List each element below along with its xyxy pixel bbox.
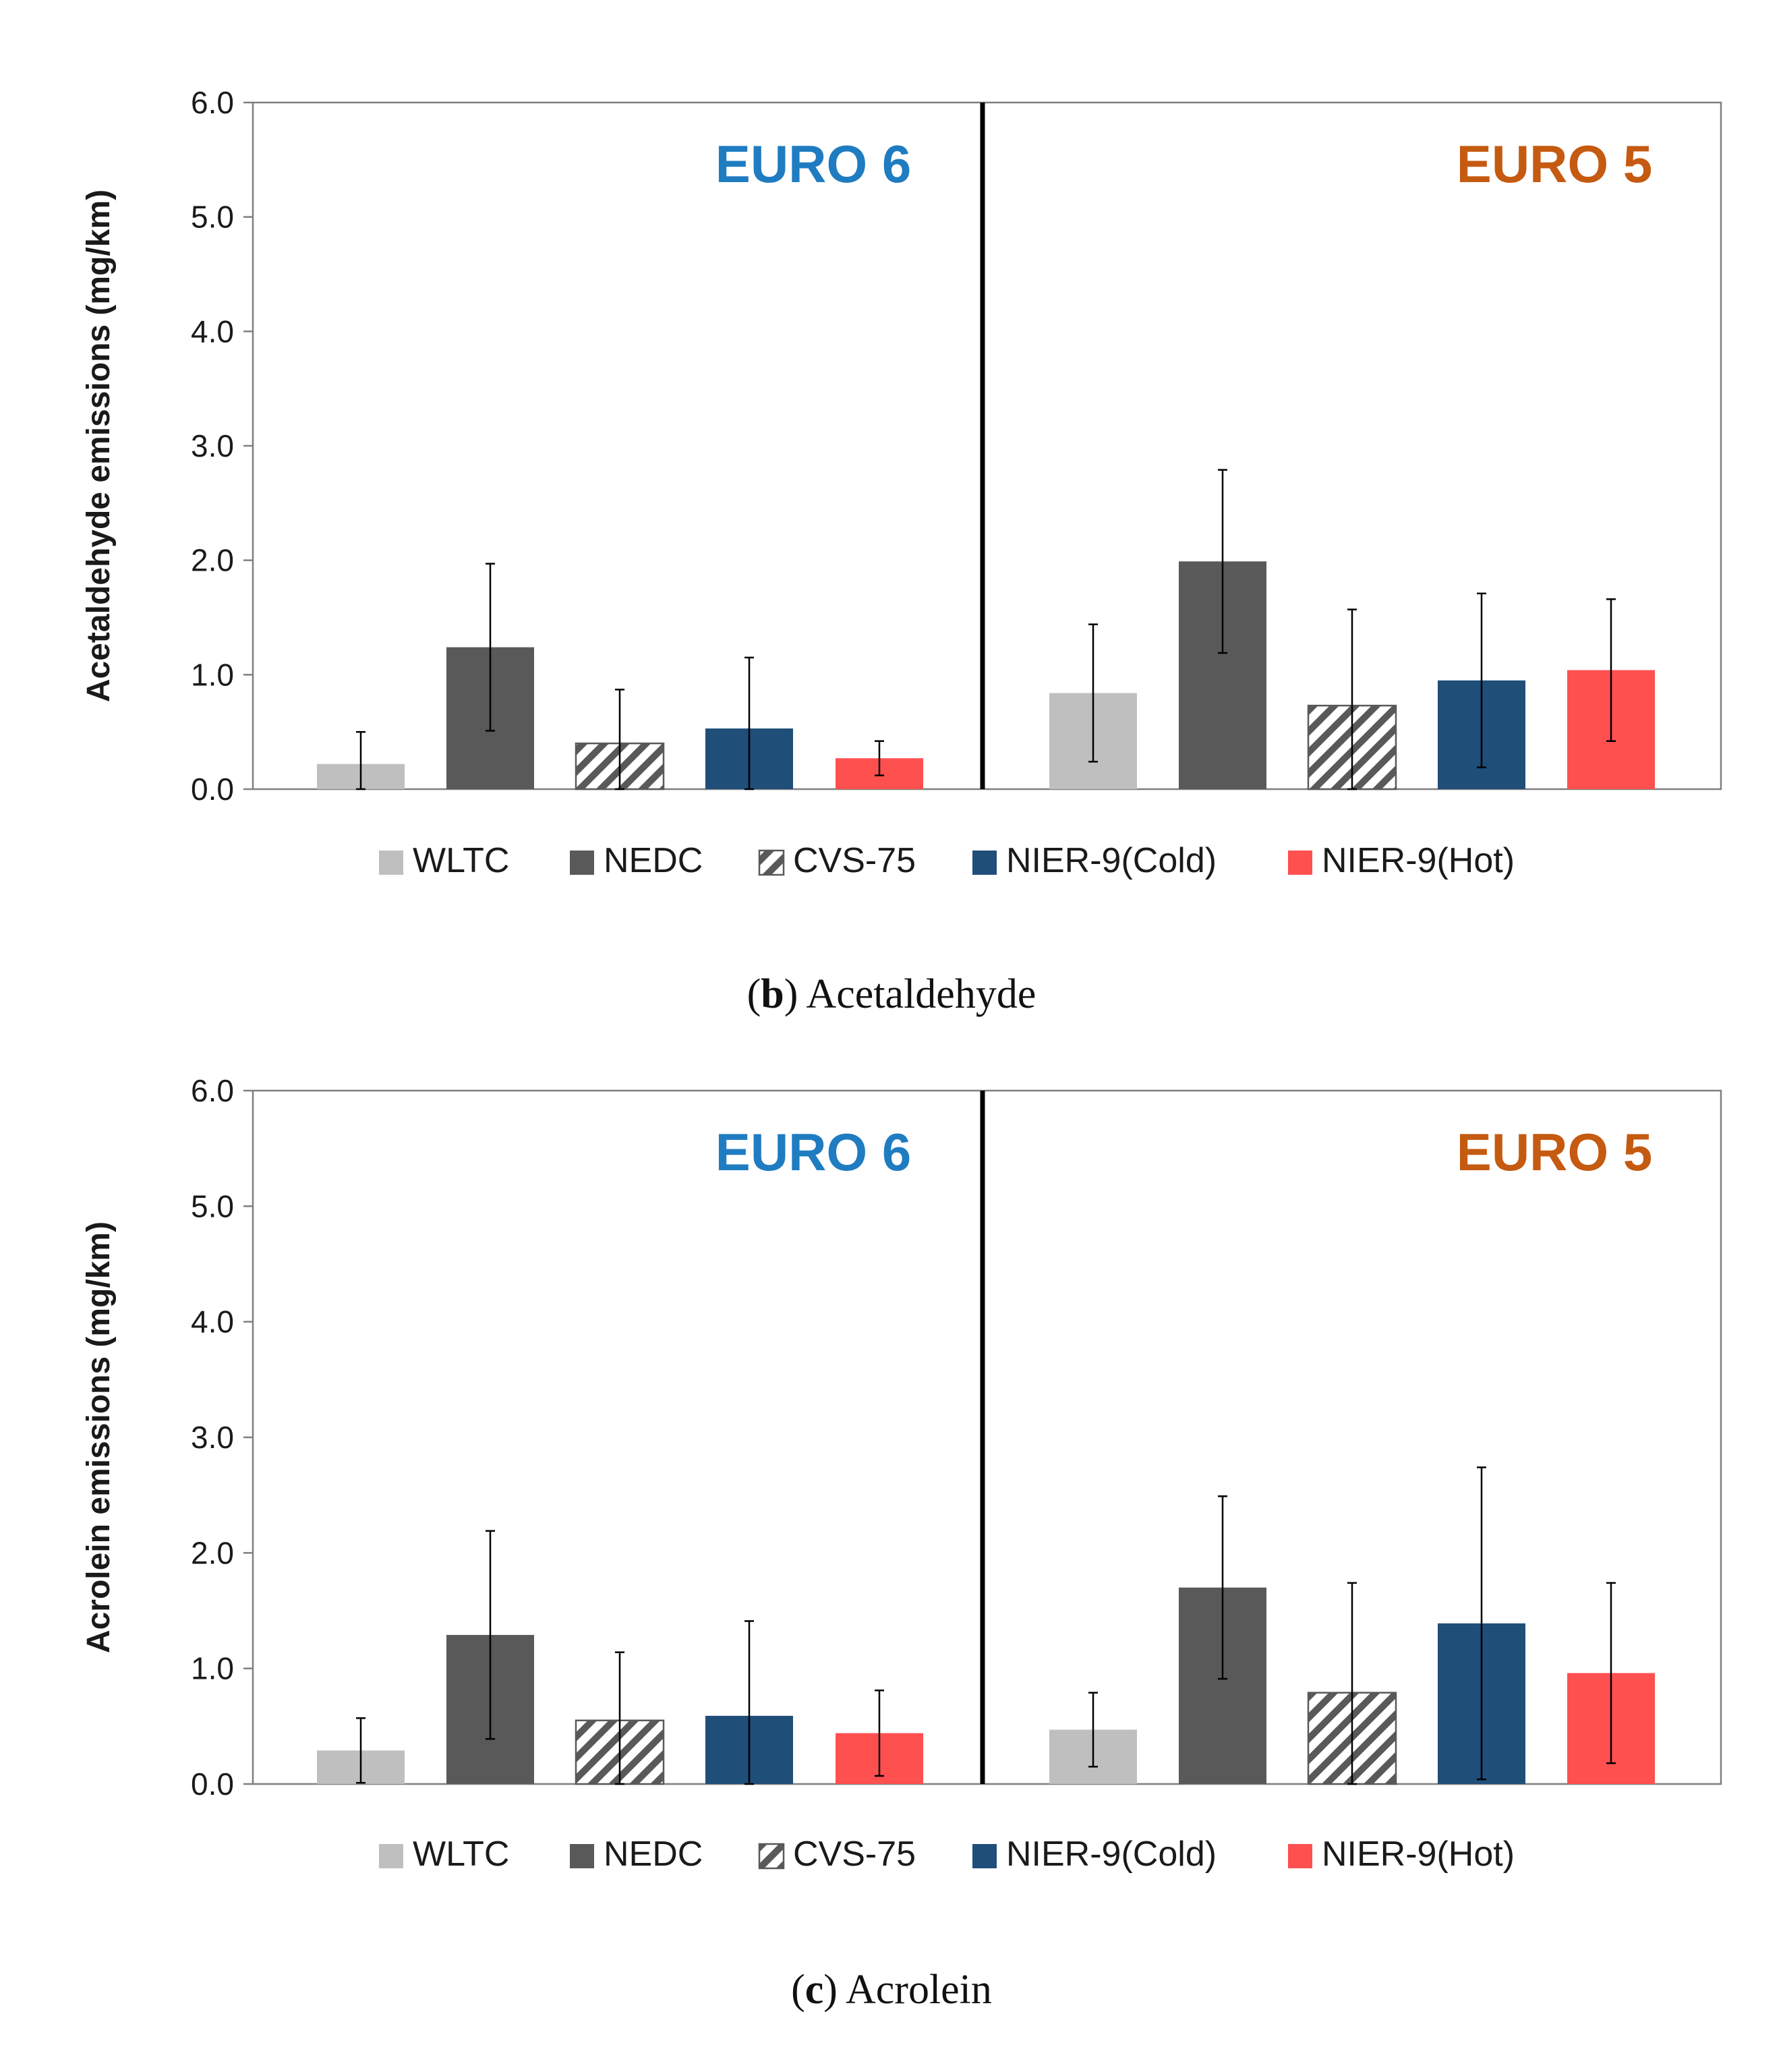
legend-label-wltc: WLTC <box>413 1835 509 1874</box>
y-tick-label: 1.0 <box>191 657 234 692</box>
y-tick-label: 0.0 <box>191 1766 234 1802</box>
legend-label-nier-9-hot: NIER-9(Hot) <box>1322 1835 1515 1874</box>
legend-swatch-nedc <box>570 1844 594 1868</box>
legend-label-cvs-75: CVS-75 <box>793 1835 916 1874</box>
group-label-euro-5: EURO 5 <box>1457 1122 1652 1182</box>
group-label-euro-5: EURO 5 <box>1457 134 1652 194</box>
y-tick-label: 3.0 <box>191 428 234 463</box>
y-axis-title: Acrolein emissions (mg/km) <box>81 1221 117 1653</box>
caption-open-paren: ( <box>791 1967 805 2013</box>
panel-caption: (b) Acetaldehyde <box>747 971 1036 1017</box>
legend-swatch-nier-9-cold <box>972 1844 997 1868</box>
legend-swatch-nier-9-cold <box>972 851 997 875</box>
caption-text: Acetaldehyde <box>807 971 1036 1017</box>
group-label-euro-6: EURO 6 <box>715 1122 911 1182</box>
legend-swatch-nier-9-hot <box>1288 851 1312 875</box>
caption-close-paren: ) <box>823 1967 846 2013</box>
caption-text: Acrolein <box>846 1967 992 2013</box>
legend-swatch-wltc <box>379 851 403 875</box>
legend-label-nier-9-cold: NIER-9(Cold) <box>1006 1835 1217 1874</box>
caption-open-paren: ( <box>747 971 761 1017</box>
y-axis-title: Acetaldehyde emissions (mg/km) <box>81 190 117 702</box>
y-tick-label: 6.0 <box>191 1073 234 1108</box>
legend-swatch-wltc <box>379 1844 403 1868</box>
chart-panel-b: 0.0 1.0 2.0 3.0 4.0 5.0 6.0 Acetaldehyde emissi… <box>81 85 1722 1017</box>
y-tick-label: 4.0 <box>191 1304 234 1340</box>
y-tick-label: 6.0 <box>191 85 234 120</box>
legend-swatch-cvs-75 <box>758 849 785 876</box>
chart-panel-c: 0.0 1.0 2.0 3.0 4.0 5.0 6.0 Acrolein emissions … <box>81 1073 1722 2013</box>
caption-letter: c <box>805 1967 824 2013</box>
legend-label-nedc: NEDC <box>604 841 703 880</box>
y-tick-label: 4.0 <box>191 314 234 349</box>
legend-label-nedc: NEDC <box>604 1835 703 1874</box>
y-tick-label: 1.0 <box>191 1651 234 1686</box>
y-tick-label: 5.0 <box>191 1188 234 1224</box>
y-tick-label: 0.0 <box>191 772 234 807</box>
legend-label-cvs-75: CVS-75 <box>793 841 916 880</box>
legend-label-wltc: WLTC <box>413 841 509 880</box>
legend-swatch-nedc <box>570 851 594 875</box>
y-tick-label: 2.0 <box>191 1535 234 1570</box>
y-tick-label: 2.0 <box>191 543 234 578</box>
legend-label-nier-9-cold: NIER-9(Cold) <box>1006 841 1217 880</box>
legend: WLTC NEDC CVS-75 NIER-9(Cold) NIER-9(Hot) <box>379 841 1515 880</box>
group-label-euro-6: EURO 6 <box>715 134 911 194</box>
legend-swatch-cvs-75 <box>758 1843 785 1870</box>
caption-close-paren: ) <box>784 971 807 1017</box>
y-tick-label: 3.0 <box>191 1420 234 1455</box>
panel-caption: (c) Acrolein <box>791 1967 992 2013</box>
legend-swatch-nier-9-hot <box>1288 1844 1312 1868</box>
y-tick-label: 5.0 <box>191 200 234 235</box>
caption-letter: b <box>761 971 784 1017</box>
legend-label-nier-9-hot: NIER-9(Hot) <box>1322 841 1515 880</box>
legend: WLTC NEDC CVS-75 NIER-9(Cold) NIER-9(Hot) <box>379 1835 1515 1874</box>
